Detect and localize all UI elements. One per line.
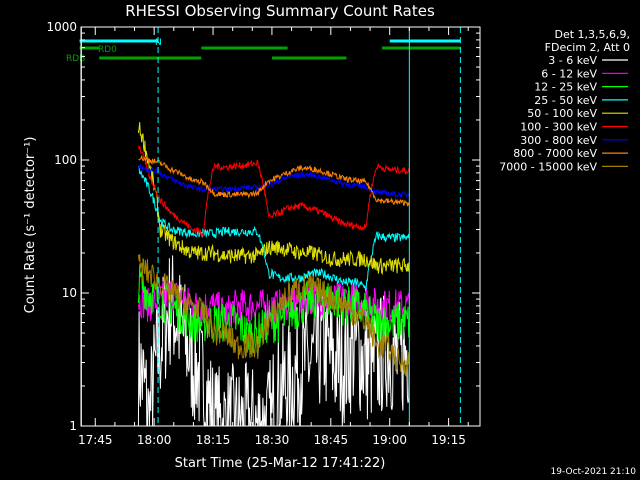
series-line-4: [137, 122, 410, 276]
y-tick-label: 100: [54, 153, 77, 167]
x-axis-label: Start Time (25-Mar-12 17:41:22): [175, 456, 386, 471]
legend-entry-label: 12 - 25 keV: [534, 81, 597, 94]
y-tick-label: 1: [69, 419, 77, 433]
x-tick-label: 19:00: [372, 433, 407, 447]
series-line-3: [137, 165, 410, 293]
legend-entry-label: 50 - 100 keV: [527, 107, 597, 120]
y-tick-label: 10: [62, 286, 77, 300]
flag-rd0-label: RD0: [98, 45, 117, 55]
legend-entry-label: 300 - 800 keV: [520, 134, 597, 147]
series-lines: [137, 122, 410, 426]
plot-frame: [80, 26, 481, 427]
legend-entry-label: 6 - 12 keV: [541, 67, 597, 80]
series-line-5: [137, 145, 410, 238]
x-tick-label: 18:15: [196, 433, 231, 447]
series-line-7: [138, 155, 410, 208]
legend-entry-label: 3 - 6 keV: [548, 54, 597, 67]
legend-entry-label: 7000 - 15000 keV: [499, 160, 597, 173]
legend-entry-label: 100 - 300 keV: [520, 121, 597, 134]
x-tick-label: 18:30: [255, 433, 290, 447]
footer-date: 19-Oct-2021 21:10: [551, 467, 637, 477]
y-tick-label: 1000: [46, 20, 77, 34]
legend-header-line: FDecim 2, Att 0: [545, 41, 630, 54]
legend: Det 1,3,5,6,9,FDecim 2, Att 03 - 6 keV6 …: [499, 28, 630, 173]
flag-rdb-label: RDB: [66, 54, 85, 64]
series-line-8: [137, 254, 410, 378]
x-tick-label: 18:00: [137, 433, 172, 447]
series-line-0: [137, 255, 410, 426]
series-line-2: [137, 264, 410, 354]
axes: 1 10 100 1000 17:45 18:00 18:15 18:30 18:45 19:00…: [46, 20, 481, 447]
legend-entry-label: 800 - 7000 keV: [513, 147, 597, 160]
legend-entry-label: 25 - 50 keV: [534, 94, 597, 107]
series-line-6: [137, 163, 410, 199]
y-axis-label: Count Rate (s⁻¹ detector⁻¹): [23, 137, 38, 314]
chart-title: RHESSI Observing Summary Count Rates: [125, 2, 435, 20]
legend-header-line: Det 1,3,5,6,9,: [554, 28, 630, 41]
x-tick-label: 18:45: [314, 433, 349, 447]
x-tick-label: 19:15: [431, 433, 466, 447]
x-tick-label: 17:45: [78, 433, 113, 447]
